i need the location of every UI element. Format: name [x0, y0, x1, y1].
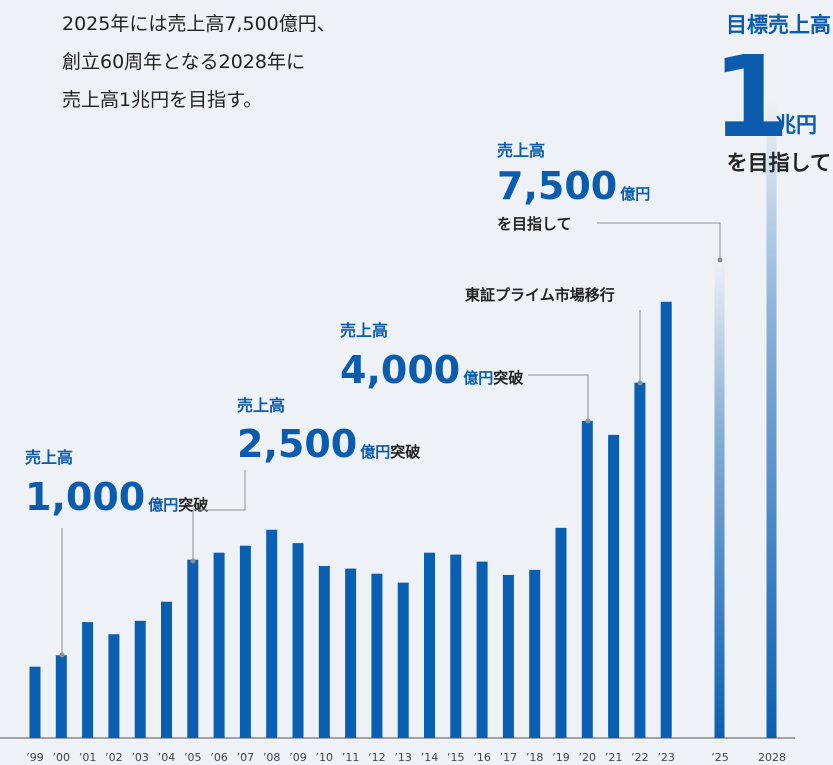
- target-heading: 目標売上高: [726, 13, 831, 37]
- suffix: 突破: [390, 443, 420, 461]
- leader-line: [192, 470, 246, 561]
- annotation: 東証プライム市場移行: [465, 286, 641, 383]
- annotation-label: 売上高: [237, 396, 285, 415]
- annotation-text: 東証プライム市場移行: [465, 286, 615, 304]
- unit: 億円: [463, 369, 493, 387]
- amount: 7,500: [497, 164, 617, 208]
- bar: [55, 655, 67, 738]
- bar: [424, 552, 435, 738]
- leader-dot: [637, 380, 643, 386]
- bar: [345, 568, 357, 738]
- leader-line: [597, 222, 721, 260]
- unit: 億円: [360, 443, 390, 461]
- x-tick-label: ’23: [657, 751, 675, 764]
- bar: [581, 420, 593, 738]
- leader-line: [528, 374, 589, 421]
- target-amount: 1: [712, 33, 790, 163]
- bar: [108, 634, 120, 738]
- x-tick-label: ’10: [316, 751, 334, 764]
- bar: [660, 301, 672, 738]
- x-tick-label: ’08: [263, 751, 281, 764]
- annotation-suffix: を目指して: [497, 215, 572, 233]
- x-tick-label: ’21: [605, 751, 623, 764]
- x-tick-label: ’14: [421, 751, 439, 764]
- intro-line: 売上高1兆円を目指す。: [62, 89, 262, 111]
- bar: [239, 545, 251, 738]
- x-tick-label: ’09: [289, 751, 307, 764]
- unit: 億円: [620, 185, 650, 203]
- bar: [213, 552, 225, 738]
- leader-dot: [717, 257, 723, 263]
- intro-line: 創立60周年となる2028年に: [62, 51, 305, 73]
- x-tick-label: ’07: [237, 751, 255, 764]
- x-tick-label: ’25: [711, 751, 729, 764]
- annotation-amount: 7,500 億円: [497, 164, 650, 208]
- leader-dot: [59, 652, 65, 658]
- x-tick-label: ’05: [184, 751, 202, 764]
- x-tick-label: ’99: [26, 751, 44, 764]
- target-unit: 兆円: [775, 113, 817, 137]
- x-tick-label: ’02: [105, 751, 123, 764]
- bar: [714, 260, 725, 738]
- amount: 4,000: [340, 348, 460, 392]
- intro-line: 2025年には売上高7,500億円、: [62, 13, 336, 35]
- x-tick-label: ’13: [394, 751, 412, 764]
- bar: [476, 561, 488, 738]
- suffix: 突破: [493, 369, 523, 387]
- annotation: 売上高 4,000 億円突破: [340, 321, 589, 421]
- amount: 1,000: [25, 475, 145, 519]
- bar: [29, 666, 41, 738]
- x-tick-label: ’19: [552, 751, 570, 764]
- annotation-label: 売上高: [497, 141, 545, 160]
- x-tick-label: ’06: [210, 751, 228, 764]
- x-tick-label: ’12: [368, 751, 386, 764]
- bar: [397, 582, 409, 738]
- leader-dot: [585, 418, 591, 424]
- bar: [555, 527, 567, 738]
- bar: [450, 554, 462, 738]
- bar: [187, 559, 199, 738]
- x-tick-label: ’04: [158, 751, 176, 764]
- bar: [292, 543, 304, 738]
- bar: [529, 569, 541, 738]
- annotation-amount: 4,000 億円突破: [340, 348, 523, 392]
- x-tick-label: ’03: [131, 751, 149, 764]
- bar: [266, 529, 278, 738]
- x-tick-label: ’15: [447, 751, 465, 764]
- target-suffix: を目指して: [727, 151, 831, 175]
- annotation-amount: 2,500 億円突破: [237, 422, 420, 466]
- leader-dot: [190, 558, 196, 564]
- bar: [766, 101, 777, 738]
- annotation: 売上高 2,500 億円突破: [192, 396, 420, 561]
- bar: [634, 382, 646, 738]
- x-tick-label: ’16: [473, 751, 491, 764]
- bar: [318, 566, 330, 738]
- annotation-label: 売上高: [25, 448, 73, 467]
- bar: [82, 622, 94, 738]
- x-tick-label: ’17: [500, 751, 518, 764]
- x-tick-label: 2028: [758, 751, 786, 764]
- bar: [134, 620, 146, 738]
- unit: 億円: [148, 496, 178, 514]
- bar: [608, 434, 620, 738]
- x-tick-label: ’11: [342, 751, 360, 764]
- x-tick-label: ’20: [579, 751, 597, 764]
- x-tick-label: ’22: [631, 751, 649, 764]
- x-tick-label: ’01: [79, 751, 97, 764]
- x-tick-label: ’00: [53, 751, 71, 764]
- bar: [161, 601, 172, 738]
- annotation-label: 売上高: [340, 321, 388, 340]
- bar: [371, 573, 383, 738]
- annotation: 売上高 1,000 億円突破: [25, 448, 208, 655]
- x-tick-label: ’18: [526, 751, 544, 764]
- annotation-amount: 1,000 億円突破: [25, 475, 208, 519]
- amount: 2,500: [237, 422, 357, 466]
- bar: [502, 574, 514, 738]
- annotation: 売上高 7,500 億円 を目指して: [497, 141, 721, 260]
